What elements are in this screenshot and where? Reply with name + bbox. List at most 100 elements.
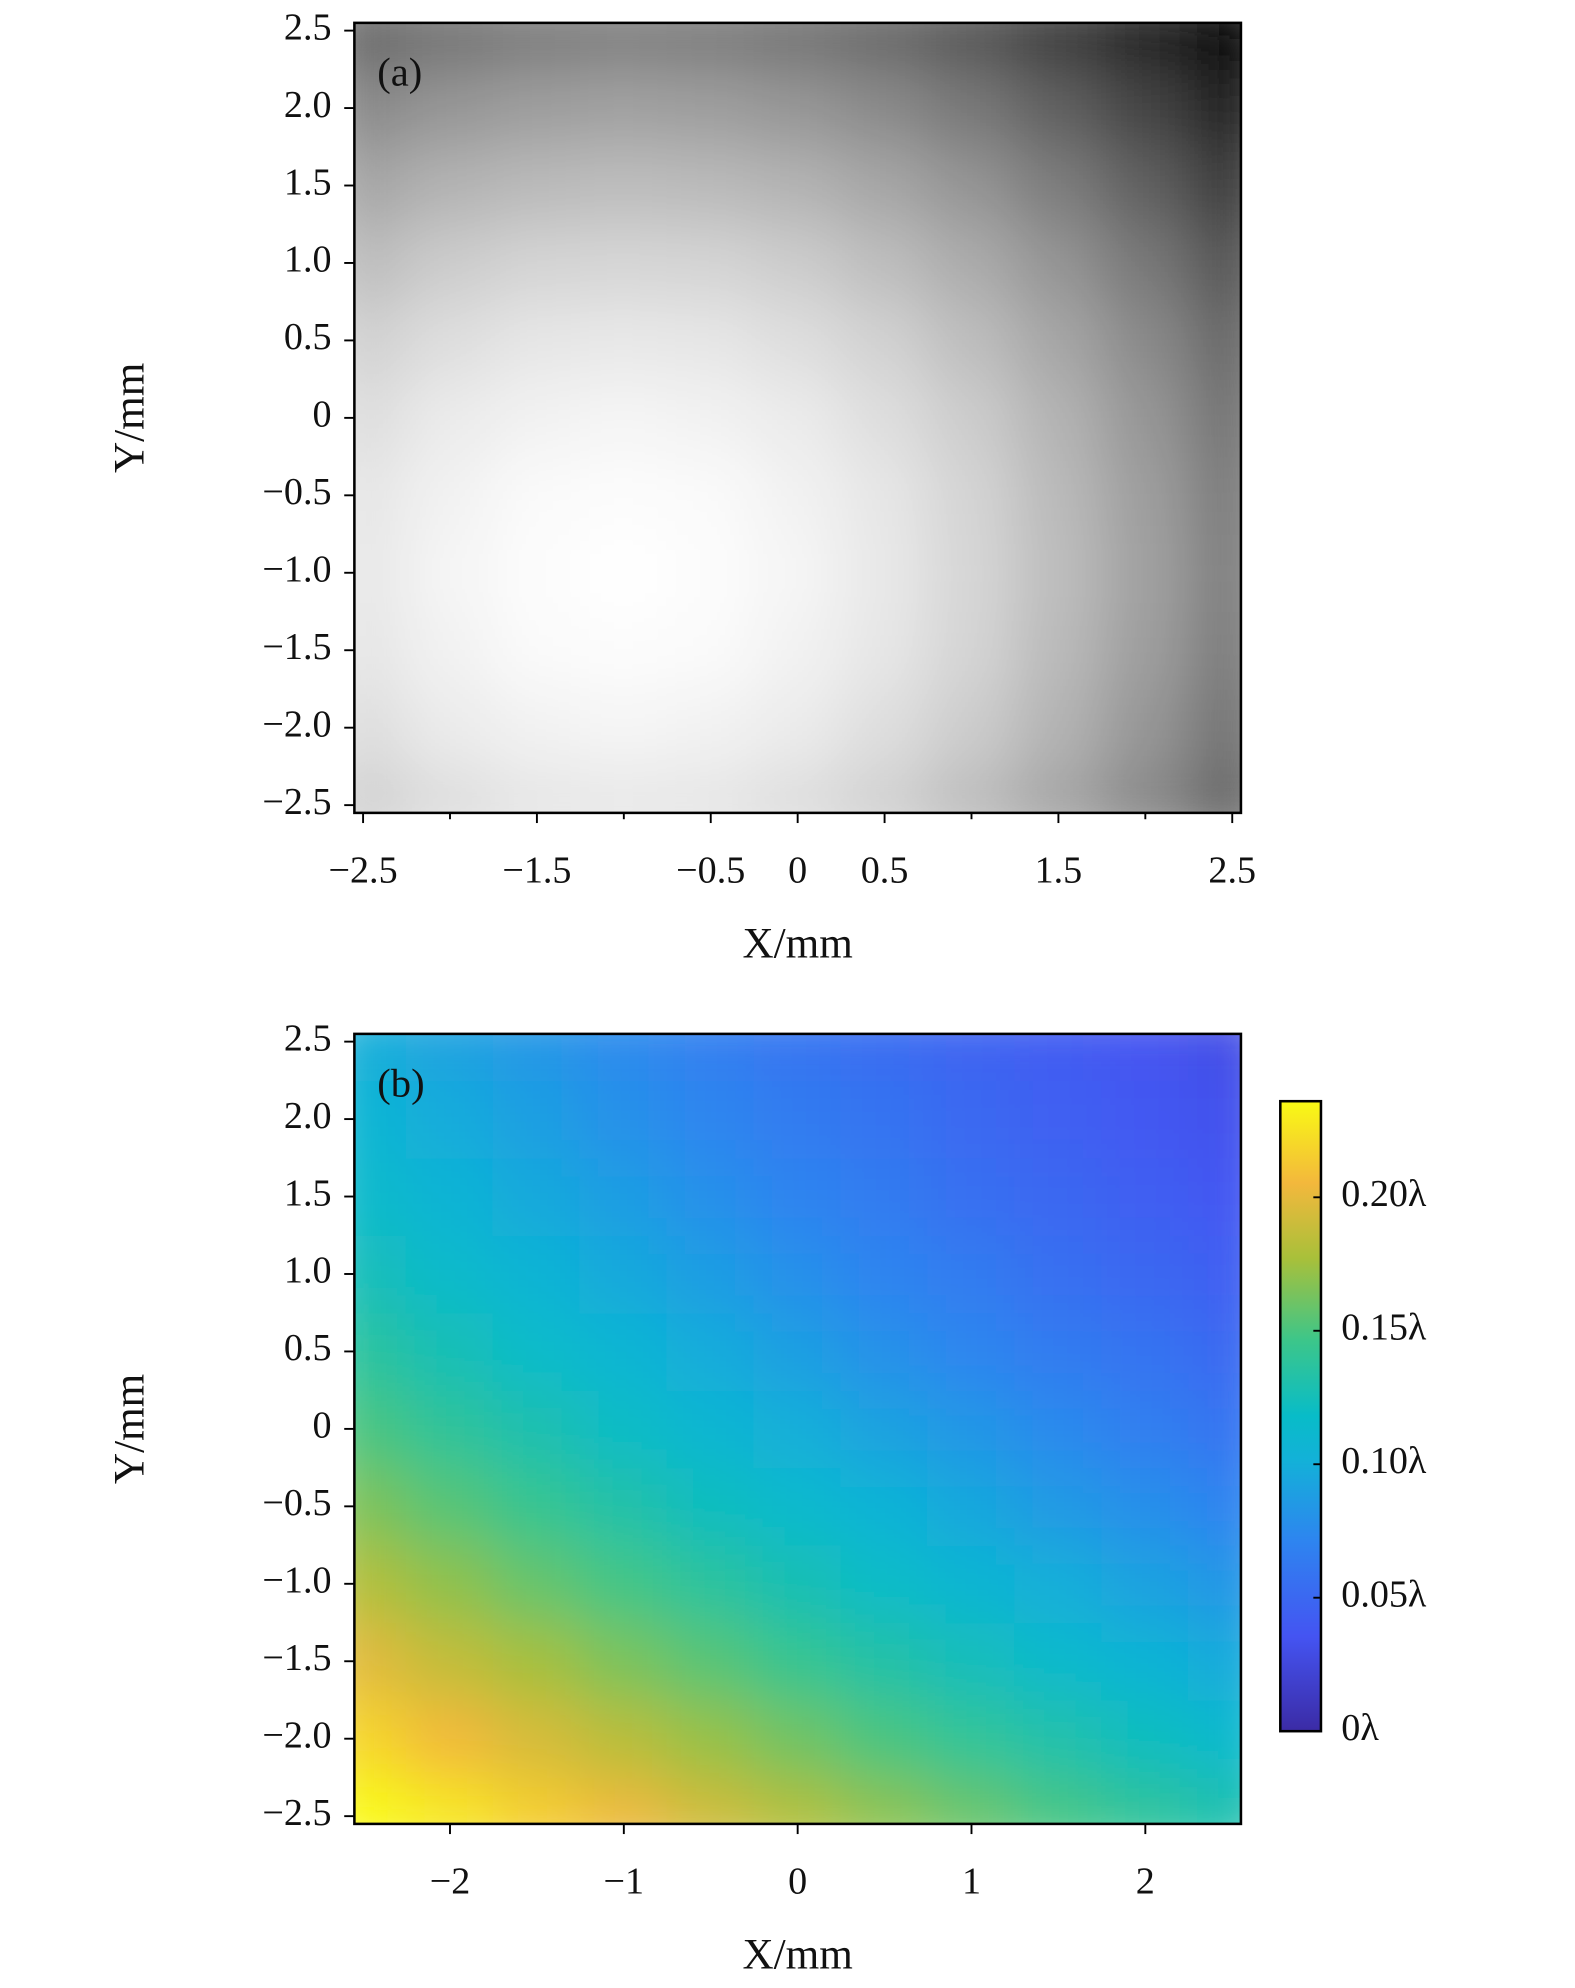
heatmap-cell [1014,378,1103,458]
heatmap-cell [354,1544,408,1624]
heatmap-cell [1014,1079,1103,1159]
heatmap-cell [927,378,1016,458]
heatmap-cell [1188,1466,1241,1546]
heatmap-cell [492,610,582,690]
heatmap-cell [1014,455,1103,535]
heatmap-cell [354,1389,408,1469]
heatmap-cell [1014,1389,1103,1469]
heatmap-cells [354,1033,1241,1824]
heatmap-cell [1188,1621,1241,1701]
heatmap-cell [666,1621,755,1701]
heatmap-cell [579,1621,668,1701]
x-tick-label: 1.5 [1035,850,1083,892]
heatmap-cell [579,1079,668,1159]
heatmap-cell [666,378,755,458]
heatmap-cell [354,301,408,380]
heatmap-cell [579,1389,668,1469]
colorbar [1279,1099,1323,1733]
heatmap-cell [405,1157,495,1236]
y-tick-label: −0.5 [262,471,331,513]
heatmap-cell [579,610,668,690]
heatmap-cell [492,765,582,813]
heatmap-cell [1101,765,1190,813]
x-tick-label: 2 [1136,1861,1155,1903]
heatmap-cell [753,378,842,458]
heatmap-cell [354,223,408,303]
heatmap-cell [1101,1312,1190,1391]
heatmap-cell [1188,1157,1241,1236]
heatmap-cell [1014,301,1103,380]
heatmap [354,1033,1241,1824]
heatmap-cell [666,1312,755,1391]
heatmap-cell [1101,1389,1190,1469]
heatmap-cell [753,1157,842,1236]
heatmap-cell [927,455,1016,535]
heatmap-cell [405,1776,495,1824]
heatmap-cell [405,1544,495,1624]
x-tick-label: −1 [604,1861,645,1903]
heatmap-cell [405,378,495,458]
heatmap-cell [1014,688,1103,768]
heatmap-cell [840,610,929,690]
heatmap-cell [927,301,1016,380]
panel-label: (b) [377,1061,424,1106]
x-tick-label: 0 [788,850,807,892]
heatmap-cell [579,378,668,458]
heatmap-cell [753,1621,842,1701]
heatmap-cell [753,1389,842,1469]
heatmap-cell [492,223,582,303]
heatmap-cell [1101,301,1190,380]
heatmap-cell [405,146,495,225]
heatmap-cell [1014,1312,1103,1391]
heatmap-cells [354,22,1241,813]
heatmap-cell [840,223,929,303]
heatmap-cell [840,1776,929,1824]
heatmap-cell [579,22,668,70]
heatmap-cell [1014,610,1103,690]
heatmap-cell [492,1234,582,1314]
heatmap-cell [840,1079,929,1159]
heatmap-cell [354,1033,408,1081]
heatmap-cell [1014,1621,1103,1701]
heatmap-cell [579,1544,668,1624]
heatmap-cell [354,1776,408,1824]
heatmap-cell [753,301,842,380]
colorbar-tick-label: 0.10λ [1341,1440,1427,1482]
y-tick-label: −2.0 [262,1714,331,1756]
heatmap-cell [753,1234,842,1314]
heatmap-cell [492,1079,582,1159]
heatmap-cell [492,301,582,380]
heatmap-cell [753,1033,842,1081]
heatmap-cell [579,223,668,303]
heatmap-cell [840,1621,929,1701]
y-tick-label: 1.0 [284,239,332,281]
heatmap-cell [666,1157,755,1236]
y-tick-label: 0.5 [284,1327,332,1369]
heatmap-cell [405,1699,495,1779]
heatmap-cell [927,1033,1016,1081]
heatmap-cell [666,1776,755,1824]
heatmap-cell [666,688,755,768]
y-tick-label: 2.0 [284,1095,332,1137]
heatmap-cell [492,1389,582,1469]
heatmap-cell [840,1544,929,1624]
heatmap-cell [1014,533,1103,613]
y-tick-label: 2.5 [284,6,332,48]
heatmap-cell [753,1079,842,1159]
heatmap-cell [354,1079,408,1159]
heatmap-cell [579,1234,668,1314]
heatmap-cell [1014,1234,1103,1314]
heatmap-cell [927,223,1016,303]
heatmap-cell [354,1312,408,1391]
y-tick-label: 0.5 [284,316,332,358]
x-tick-label: −1.5 [502,850,571,892]
heatmap-cell [1188,68,1241,148]
heatmap-cell [840,1157,929,1236]
heatmap-cell [753,1699,842,1779]
heatmap-cell [492,1544,582,1624]
heatmap-cell [666,68,755,148]
heatmap-cell [1101,688,1190,768]
heatmap-cell [753,146,842,225]
heatmap-cell [1101,68,1190,148]
heatmap-cell [927,1157,1016,1236]
